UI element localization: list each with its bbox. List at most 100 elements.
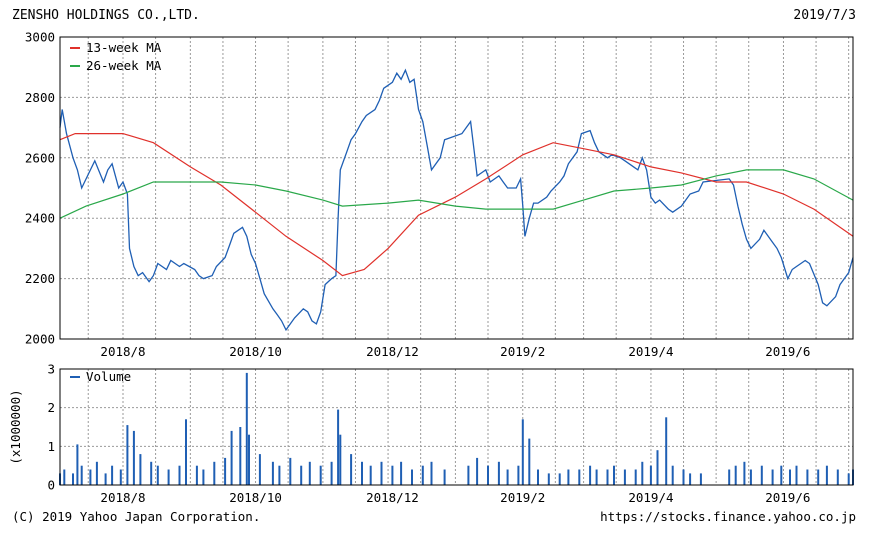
volume-bar [443,469,446,485]
volume-bar [634,469,637,485]
y-tick-label: 3000 [25,30,55,45]
volume-bar [606,469,609,485]
volume-bar [589,465,592,485]
x-tick-label: 2019/4 [628,344,673,359]
volume-bar [487,465,489,485]
volume-bar [230,430,233,485]
volume-bar [126,425,129,485]
volume-bar [330,461,333,485]
x-tick-label: 2018/10 [229,490,282,505]
volume-bar [641,461,644,485]
volume-bar [361,461,363,485]
volume-bar [497,461,500,485]
volume-bar [649,465,652,485]
volume-bar [391,465,394,485]
y-tick-label: 0 [47,478,55,493]
x-tick-label: 2018/12 [366,490,419,505]
y-tick-label: 2 [47,400,55,415]
volume-bar [430,461,433,485]
volume-bar [825,465,828,485]
volume-bar [278,465,281,485]
volume-panel-frame [59,368,854,486]
x-tick-label: 2018/8 [100,344,145,359]
x-tick-label: 2019/2 [500,490,545,505]
copyright-text: (C) 2019 Yahoo Japan Corporation. [12,509,261,524]
volume-bar [167,469,170,485]
volume-bar [72,473,74,485]
x-tick-label: 2019/4 [628,490,673,505]
volume-bar [308,461,311,485]
volume-bar [185,419,187,485]
series-line-price [59,68,854,332]
volume-bar [337,409,340,485]
volume-bar [258,454,261,485]
volume-bar [749,469,752,485]
volume-bar [795,465,798,485]
volume-bar [771,469,774,485]
legend-label: Volume [86,369,131,384]
legend-label: 26-week MA [86,58,162,73]
chart-date: 2019/7/3 [793,8,856,23]
y-tick-label: 2200 [25,271,55,286]
volume-bar [156,465,159,485]
volume-bar [350,454,353,485]
volume-bar [847,473,850,485]
y-tick-label: 2800 [25,90,55,105]
volume-bar [400,461,403,485]
volume-bar [178,465,181,485]
volume-bar [150,461,153,485]
y-tick-label: 3 [47,362,55,377]
volume-bar [239,427,242,485]
x-tick-label: 2018/8 [100,490,145,505]
volume-bar [119,469,122,485]
volume-bar [319,465,322,485]
volume-bar [760,465,763,485]
volume-bar [89,469,92,485]
y-tick-label: 2600 [25,150,55,165]
volume-bar [213,461,216,485]
volume-bar [202,469,205,485]
volume-bar [506,469,509,485]
x-tick-label: 2019/6 [765,490,810,505]
volume-bar [558,473,561,485]
y-tick-label: 1 [47,439,55,454]
y-tick-label: 2000 [25,332,55,347]
legend-label: 13-week MA [86,40,162,55]
volume-bar [63,469,66,485]
volume-bar [656,450,659,485]
volume-bar [271,461,274,485]
volume-bar [817,469,820,485]
y-tick-label: 2400 [25,211,55,226]
volume-bar [380,461,383,485]
volume-bar [95,461,98,485]
series-line-ma26 [59,169,854,219]
volume-bar [300,465,303,485]
volume-bar [537,469,539,485]
volume-bar [467,465,470,485]
volume-bar [521,419,524,485]
volume-bar [289,457,292,485]
volume-bar [682,469,685,485]
volume-bar [547,473,550,485]
x-tick-label: 2019/6 [765,344,810,359]
x-tick-label: 2019/2 [500,344,545,359]
volume-bar [248,434,250,485]
x-tick-label: 2018/10 [229,344,282,359]
volume-bar [836,469,839,485]
volume-axis-label: (x1000000) [8,389,23,464]
volume-bar [421,465,424,485]
volume-bar [104,473,107,485]
price-panel-frame [59,36,854,340]
volume-bar [195,465,198,485]
volume-bar [339,434,342,485]
volume-bar [369,465,372,485]
volume-bar [806,469,809,485]
volume-bar [728,469,731,485]
volume-bar [578,469,581,485]
volume-bar [699,473,702,485]
source-link[interactable]: https://stocks.finance.yahoo.co.jp [600,509,856,524]
x-tick-label: 2018/12 [366,344,419,359]
volume-bar [139,454,142,485]
volume-bar [245,372,248,485]
